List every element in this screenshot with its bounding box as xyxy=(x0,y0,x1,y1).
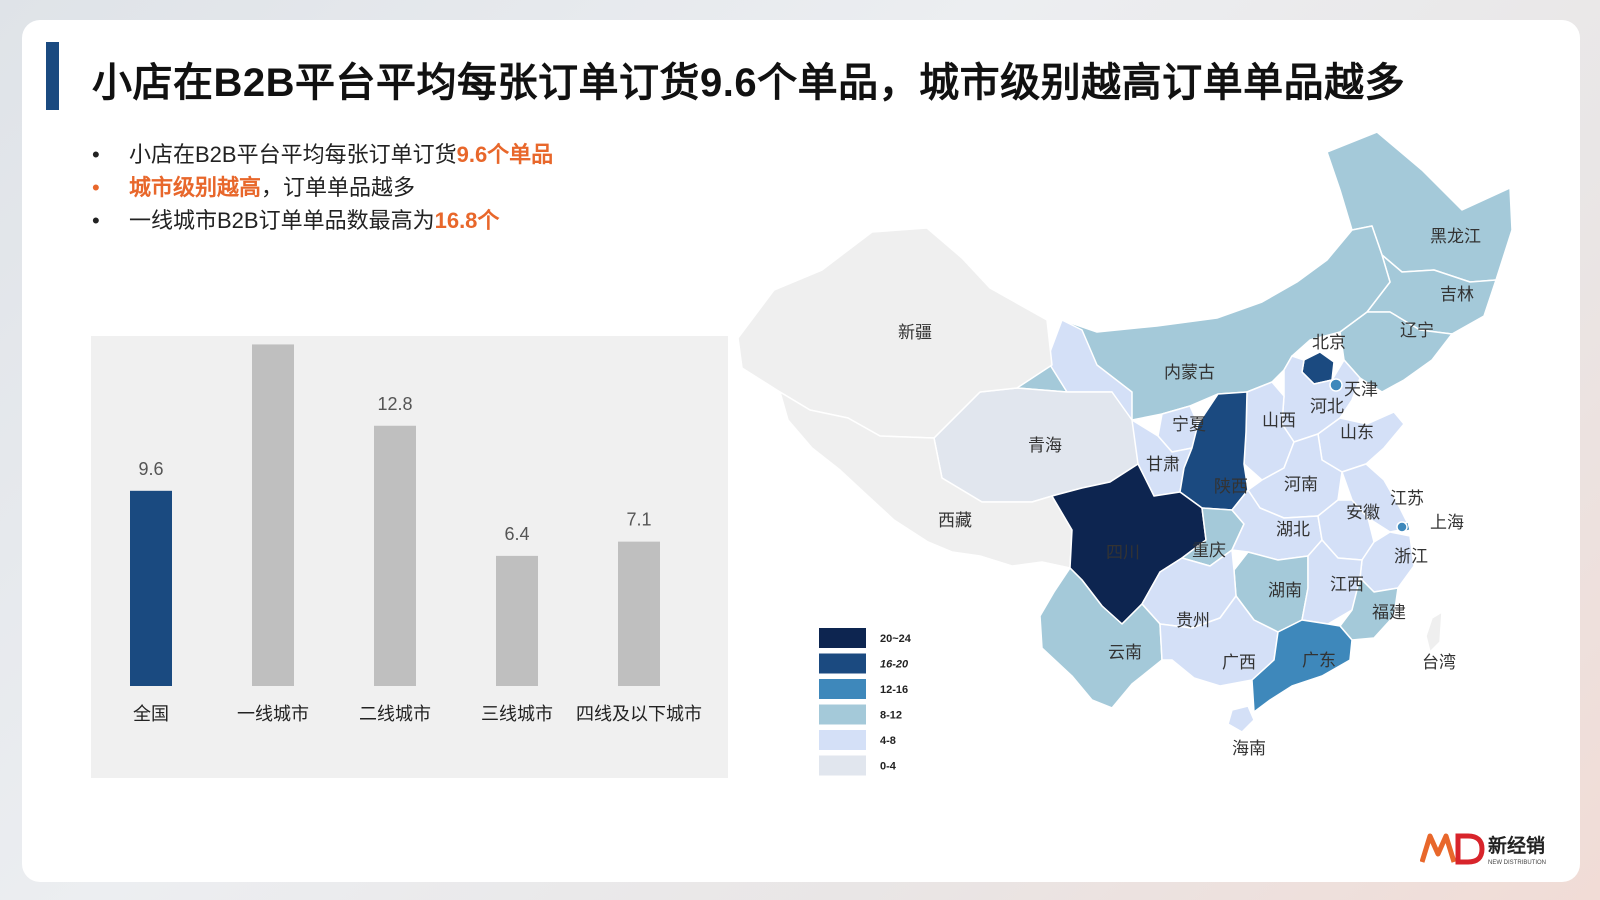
province-label: 江苏 xyxy=(1390,489,1424,508)
bullet-dot: • xyxy=(92,208,100,233)
province-label: 吉林 xyxy=(1440,285,1474,304)
province-西藏 xyxy=(779,391,1073,569)
bullet-item-1: • 小店在B2B平台平均每张订单订货9.6个单品 xyxy=(92,138,553,171)
legend-label: 20~24 xyxy=(880,633,912,645)
province-label: 上海 xyxy=(1430,513,1464,532)
province-label: 浙江 xyxy=(1394,547,1428,566)
province-label: 台湾 xyxy=(1422,653,1456,672)
province-label: 贵州 xyxy=(1176,611,1210,630)
province-label: 河北 xyxy=(1310,397,1344,416)
legend-swatch xyxy=(819,755,866,776)
province-天津 xyxy=(1329,378,1343,392)
province-label: 江西 xyxy=(1330,575,1364,594)
bar-二线城市 xyxy=(374,425,416,686)
title-accent-bar xyxy=(46,42,59,110)
marker-上海 xyxy=(1396,521,1408,533)
province-label: 陕西 xyxy=(1214,477,1248,496)
page-title: 小店在B2B平台平均每张订单订货9.6个单品，城市级别越高订单单品越多 xyxy=(92,61,1406,105)
bullet-text: 小店在B2B平台平均每张订单订货 xyxy=(129,142,457,167)
legend-swatch xyxy=(819,628,866,648)
category-label: 全国 xyxy=(133,704,169,724)
category-label: 四线及以下城市 xyxy=(576,704,702,724)
slide-card: 小店在B2B平台平均每张订单订货9.6个单品，城市级别越高订单单品越多 • 小店… xyxy=(22,20,1580,882)
bullet-dot: • xyxy=(92,142,100,167)
province-label: 安徽 xyxy=(1346,503,1380,522)
legend-label: 0-4 xyxy=(880,761,897,773)
category-label: 三线城市 xyxy=(481,704,553,724)
province-label: 云南 xyxy=(1108,643,1142,662)
province-label: 新疆 xyxy=(898,323,932,342)
province-label: 河南 xyxy=(1284,475,1318,494)
province-label: 黑龙江 xyxy=(1430,227,1481,246)
legend-label: 16-20 xyxy=(880,659,909,671)
legend-swatch xyxy=(819,653,866,674)
legend-swatch xyxy=(819,704,866,725)
province-label: 四川 xyxy=(1106,543,1140,562)
province-label: 北京 xyxy=(1312,333,1346,352)
province-label: 湖南 xyxy=(1268,581,1302,600)
province-label: 重庆 xyxy=(1192,541,1226,560)
bullet-item-2: • 城市级别越高，订单单品越多 xyxy=(92,171,553,204)
legend-swatch xyxy=(819,730,866,750)
province-label: 天津 xyxy=(1344,380,1378,399)
legend-label: 12-16 xyxy=(880,684,908,696)
province-广东 xyxy=(1251,619,1353,713)
bullet-item-3: • 一线城市B2B订单单品数最高为16.8个 xyxy=(92,204,553,237)
data-label: 7.1 xyxy=(626,510,651,530)
bar-三线城市 xyxy=(496,555,538,686)
province-label: 海南 xyxy=(1232,739,1266,758)
logo-subtitle: NEW DISTRIBUTION xyxy=(1488,860,1546,866)
province-label: 山西 xyxy=(1262,411,1296,430)
logo-name: 新经销 xyxy=(1488,834,1545,857)
category-label: 二线城市 xyxy=(359,704,431,724)
province-label: 青海 xyxy=(1028,436,1062,455)
province-辽宁 xyxy=(1339,311,1453,393)
bullet-list: • 小店在B2B平台平均每张订单订货9.6个单品 • 城市级别越高，订单单品越多… xyxy=(92,138,553,237)
bar-一线城市 xyxy=(252,344,294,686)
category-label: 一线城市 xyxy=(237,704,309,724)
data-label: 9.6 xyxy=(138,459,163,479)
bullet-text: 一线城市B2B订单单品数最高为 xyxy=(129,208,435,233)
province-台湾 xyxy=(1425,611,1443,653)
province-label: 宁夏 xyxy=(1172,415,1206,434)
brand-logo: 新经销 NEW DISTRIBUTION xyxy=(1420,833,1546,866)
bullet-dot: • xyxy=(92,175,100,200)
bullet-text-tail: ，订单单品越多 xyxy=(261,175,416,200)
province-label: 山东 xyxy=(1340,423,1374,442)
province-label: 广东 xyxy=(1302,651,1336,670)
md-logo-icon xyxy=(1420,833,1485,865)
bar-四线及以下城市 xyxy=(618,541,660,686)
province-label: 福建 xyxy=(1372,603,1406,622)
province-label: 西藏 xyxy=(938,511,972,530)
province-label: 广西 xyxy=(1222,653,1256,672)
province-云南 xyxy=(1039,567,1163,709)
bullet-highlight: 9.6个单品 xyxy=(456,142,554,167)
legend-label: 8-12 xyxy=(880,710,902,722)
province-label: 内蒙古 xyxy=(1164,363,1215,382)
province-label: 湖北 xyxy=(1276,520,1310,539)
legend-label: 4-8 xyxy=(880,735,896,747)
bullet-highlight: 16.8个 xyxy=(434,208,500,233)
data-label: 12.8 xyxy=(377,394,412,414)
bullet-highlight: 城市级别越高 xyxy=(129,175,262,200)
legend-swatch xyxy=(819,679,866,699)
province-海南 xyxy=(1227,705,1255,733)
data-label: 6.4 xyxy=(504,524,529,544)
province-label: 甘肃 xyxy=(1146,455,1180,474)
province-label: 辽宁 xyxy=(1400,321,1434,340)
bar-全国 xyxy=(130,490,172,686)
